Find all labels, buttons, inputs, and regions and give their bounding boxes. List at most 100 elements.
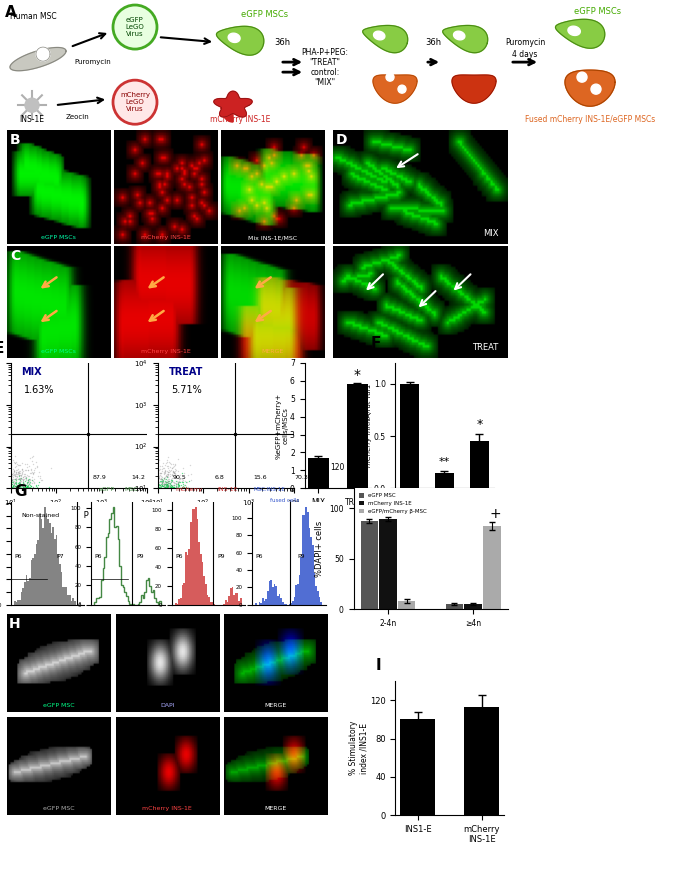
Point [4, 470, 15, 485]
Point [9, 475, 20, 489]
Point [172, 479, 183, 494]
Point [153, 478, 164, 492]
Point [174, 484, 185, 498]
Text: E: E [0, 340, 4, 356]
Point [162, 467, 173, 481]
Point [0, 472, 8, 487]
Point [20, 478, 32, 492]
Point [175, 481, 186, 495]
Point [4, 470, 15, 485]
Point [23, 459, 34, 473]
Point [1, 481, 13, 495]
Text: P6: P6 [94, 555, 102, 559]
Point [153, 478, 164, 492]
Point [153, 466, 164, 480]
Point [167, 461, 178, 475]
Point [144, 483, 155, 497]
Text: MERGE: MERGE [265, 806, 287, 812]
Point [167, 480, 178, 495]
Point [0, 478, 4, 493]
Point [6, 481, 17, 495]
Point [153, 481, 164, 495]
Point [160, 477, 171, 491]
Point [171, 481, 182, 495]
Point [0, 485, 3, 499]
Point [20, 478, 31, 493]
Point [161, 479, 172, 494]
Point [10, 483, 22, 497]
Point [6, 480, 18, 495]
Point [22, 471, 33, 486]
Point [178, 478, 190, 492]
Point [167, 487, 178, 501]
Point [161, 470, 172, 484]
Point [174, 478, 185, 492]
Point [170, 456, 181, 470]
Point [8, 455, 20, 470]
Point [29, 461, 41, 475]
Point [162, 475, 174, 489]
Text: 36h: 36h [425, 39, 441, 47]
Point [6, 459, 17, 473]
Text: TREAT: TREAT [169, 367, 203, 377]
Point [141, 474, 152, 488]
Point [158, 471, 169, 486]
Point [182, 468, 193, 482]
Point [174, 470, 185, 485]
Point [0, 478, 11, 493]
Point [169, 459, 180, 473]
Point [136, 488, 147, 503]
Point [157, 478, 168, 493]
Point [168, 465, 179, 479]
Point [0, 471, 9, 486]
Point [10, 470, 22, 485]
Point [149, 458, 160, 472]
Point [10, 465, 22, 479]
Point [21, 480, 32, 495]
Point [162, 479, 174, 494]
Point [20, 467, 31, 481]
Point [13, 472, 24, 487]
Point [143, 464, 154, 478]
Text: fused cells: fused cells [270, 498, 300, 503]
Point [6, 477, 18, 491]
Point [20, 478, 31, 492]
Point [160, 469, 172, 483]
Point [24, 479, 35, 494]
Point [0, 476, 10, 490]
Point [158, 461, 169, 476]
Text: "MIX": "MIX" [314, 78, 335, 87]
Point [1, 478, 12, 492]
Point [159, 470, 170, 484]
Point [0, 487, 10, 502]
Point [8, 479, 19, 494]
Point [5, 467, 16, 481]
Text: Puromycin: Puromycin [505, 39, 545, 47]
Y-axis label: % Stimulatory
index /INS1-E: % Stimulatory index /INS1-E [349, 721, 369, 775]
Point [163, 464, 174, 478]
Point [0, 476, 6, 490]
Point [15, 473, 26, 487]
Point [6, 472, 18, 487]
Point [18, 474, 29, 488]
Point [22, 474, 34, 488]
Point [13, 478, 24, 493]
Point [6, 467, 17, 481]
Point [155, 466, 166, 480]
Point [158, 480, 169, 495]
Point [181, 479, 192, 494]
Point [15, 474, 27, 488]
Point [139, 465, 150, 479]
Point [169, 475, 180, 489]
Point [155, 478, 166, 493]
Point [28, 475, 39, 489]
Polygon shape [374, 31, 385, 39]
Point [13, 478, 24, 492]
Point [25, 481, 36, 495]
Text: PHA-P+PEG:: PHA-P+PEG: [302, 47, 349, 56]
Point [25, 463, 36, 478]
Point [170, 477, 181, 491]
Circle shape [398, 85, 406, 93]
Point [13, 471, 24, 486]
Point [13, 480, 24, 495]
